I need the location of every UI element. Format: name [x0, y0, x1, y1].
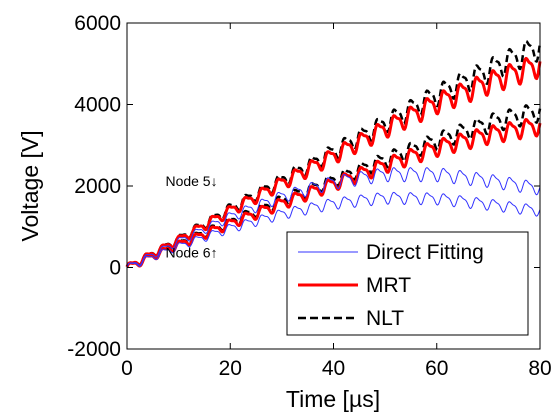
y-tick-label: 6000 [74, 12, 121, 35]
x-tick-label: 60 [425, 357, 448, 380]
annotation-node-label: Node 6↑ [165, 244, 217, 260]
y-tick-label: 2000 [74, 175, 121, 198]
annotation-node-label: Node 5↓ [165, 173, 217, 189]
x-axis-label: Time [µs] [286, 386, 380, 412]
series-line-direct-fitting-node-5 [126, 167, 541, 267]
y-tick-label: 4000 [74, 94, 121, 117]
series-layer [125, 39, 542, 268]
x-tick-label: 0 [121, 357, 133, 380]
series-line-mrt-node-6 [125, 117, 542, 268]
series-line-direct-fitting-node-6 [126, 191, 541, 267]
legend-label: Direct Fitting [366, 241, 484, 264]
y-tick-label: 0 [109, 257, 121, 280]
annotation-layer: Node 5↓ Node 6↑ [165, 173, 217, 260]
y-axis-label: Voltage [V] [17, 130, 43, 241]
x-tick-label: 20 [219, 357, 242, 380]
legend-label: NLT [366, 307, 404, 330]
x-tick-label: 40 [322, 357, 345, 380]
series-line-mrt-node-5 [125, 56, 542, 268]
x-tick-label: 80 [528, 357, 551, 380]
y-tick-label: -2000 [67, 338, 121, 361]
legend: Direct Fitting MRT NLT [286, 231, 529, 336]
legend-label: MRT [366, 274, 411, 297]
